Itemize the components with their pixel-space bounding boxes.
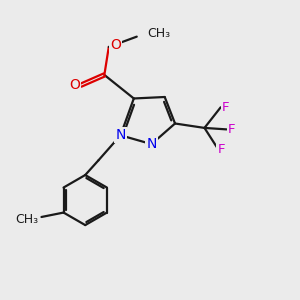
- Text: CH₃: CH₃: [147, 27, 170, 40]
- Text: O: O: [70, 78, 80, 92]
- Text: F: F: [228, 123, 236, 136]
- Text: F: F: [222, 101, 230, 114]
- Text: N: N: [116, 128, 126, 142]
- Text: O: O: [110, 38, 121, 52]
- Text: N: N: [146, 137, 157, 151]
- Text: F: F: [218, 143, 225, 157]
- Text: CH₃: CH₃: [15, 213, 38, 226]
